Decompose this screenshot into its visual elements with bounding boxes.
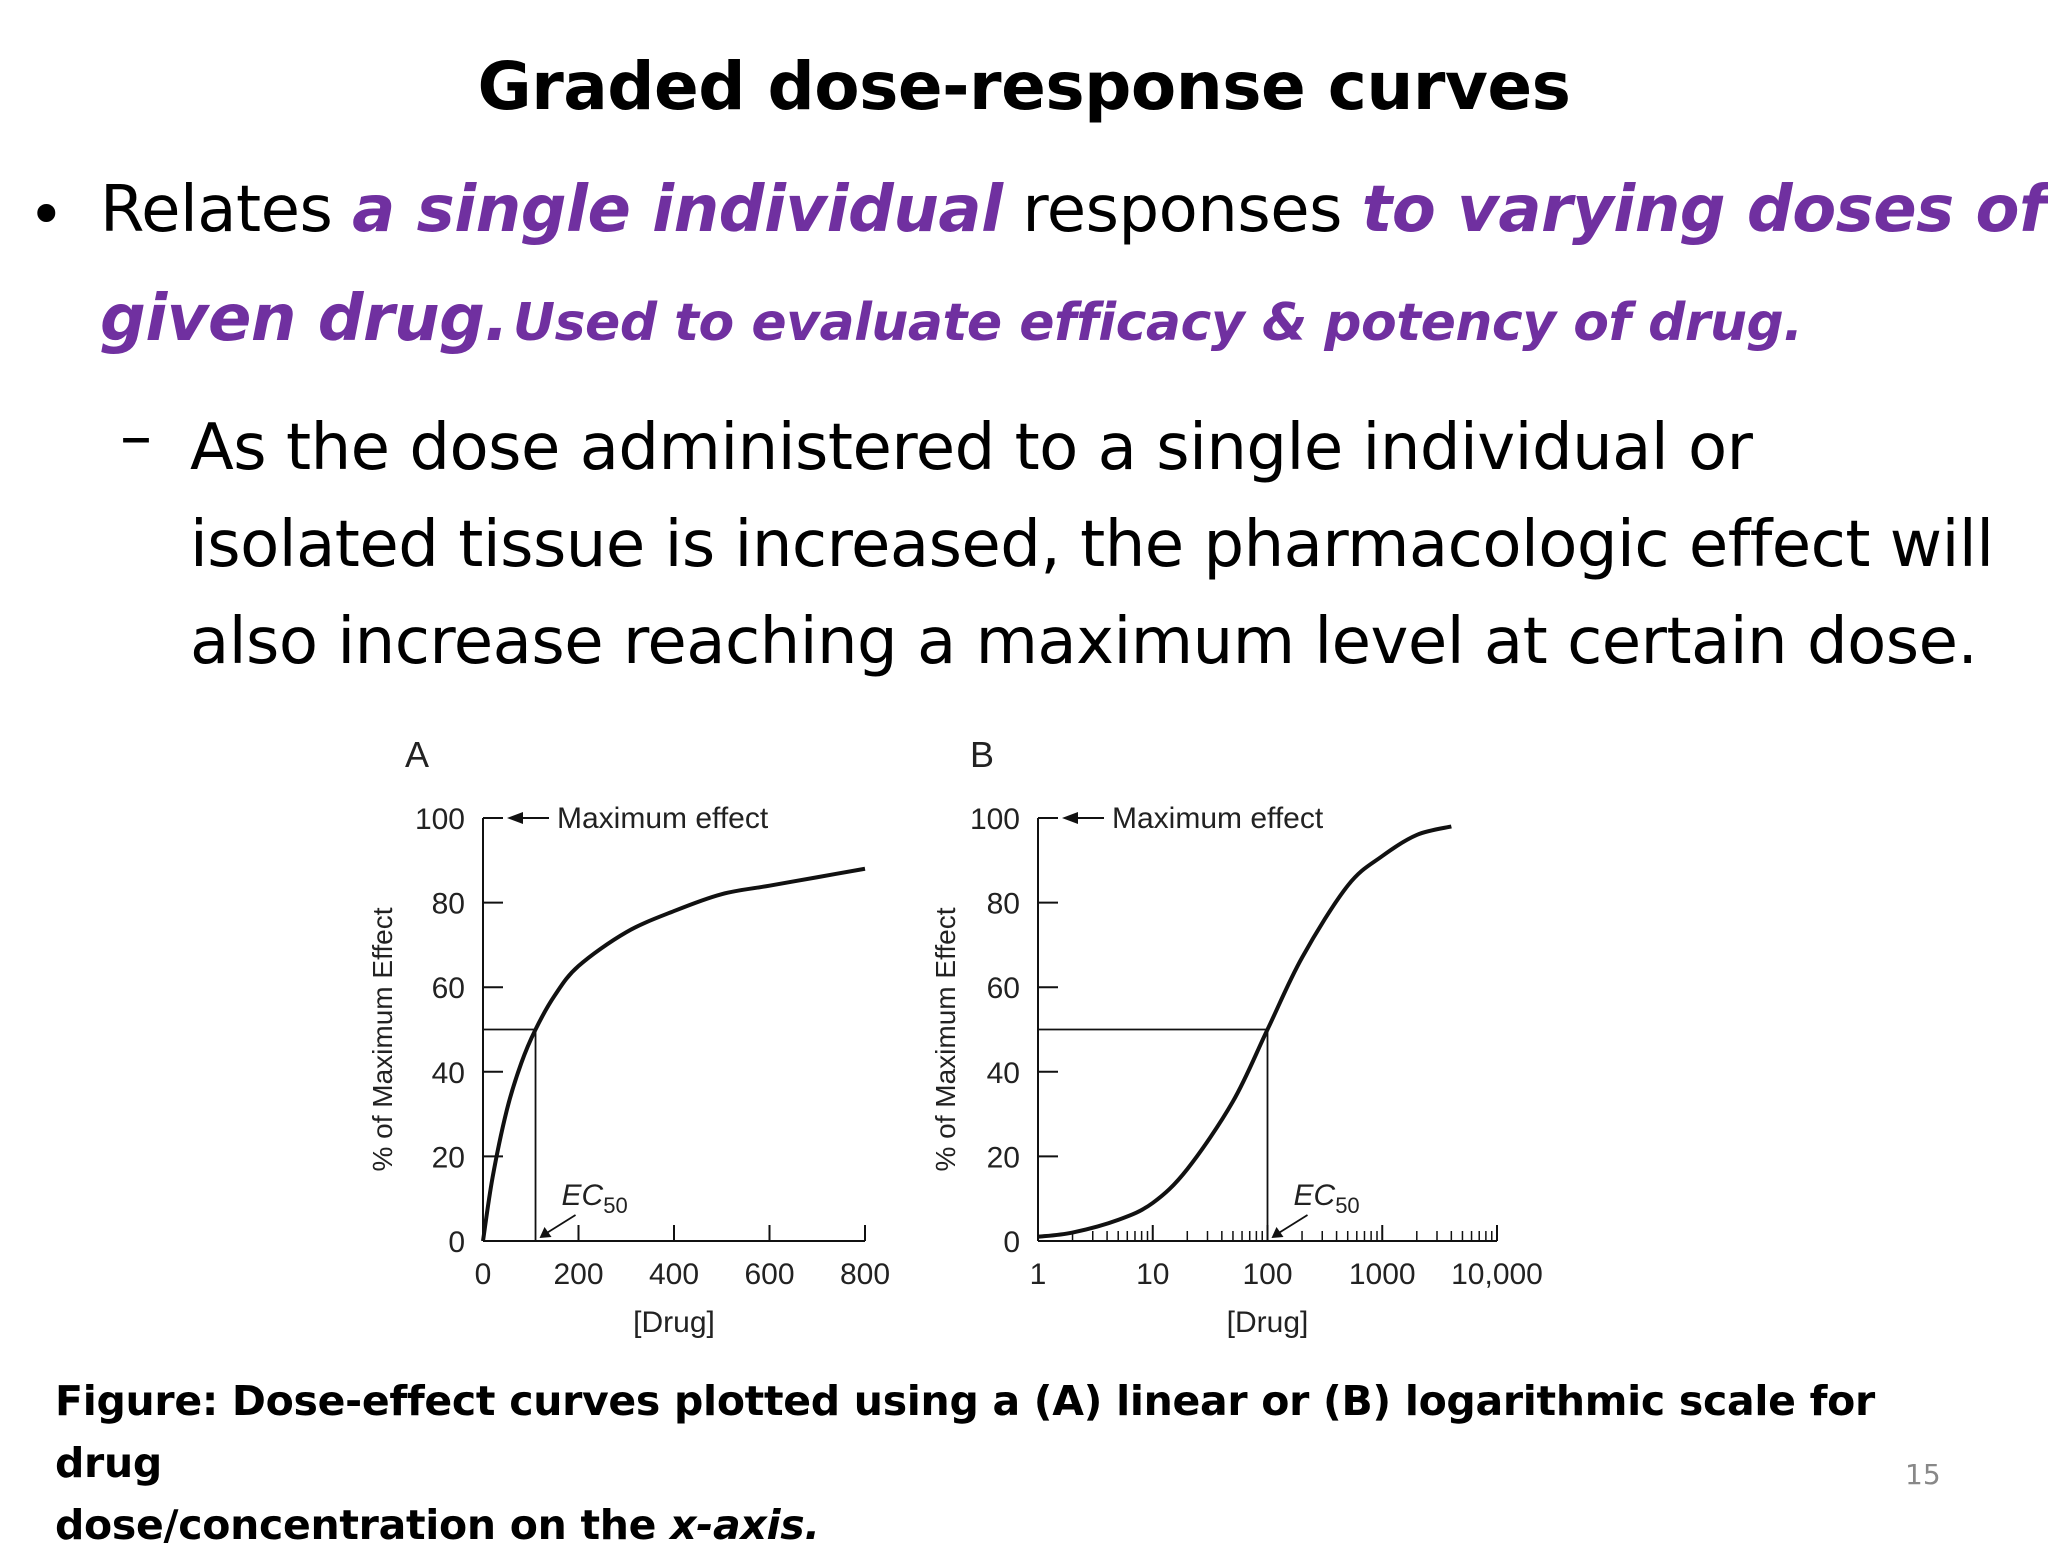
panel-a-y-tick-label: 20 bbox=[432, 1141, 465, 1174]
panel-a-label: A bbox=[405, 734, 429, 775]
panel-b-y-tick-label: 100 bbox=[970, 803, 1020, 836]
panel-a-x-tick-label: 600 bbox=[744, 1258, 794, 1291]
panel-b-x-tick-label: 10 bbox=[1136, 1258, 1169, 1291]
sub-bullet-dash: – bbox=[120, 400, 152, 474]
panel-a-x-tick-label: 400 bbox=[649, 1258, 699, 1291]
caption-line-1: Figure: Dose-effect curves plotted using… bbox=[55, 1377, 1875, 1487]
panel-b-dose-response-curve bbox=[1037, 824, 1452, 1239]
sub-bullet-line: isolated tissue is increased, the pharma… bbox=[190, 508, 1994, 582]
panel-b-x-tick-label: 10,000 bbox=[1451, 1258, 1543, 1291]
bullet-emphasis-3: given drug. bbox=[100, 282, 509, 356]
panel-a-y-tick-label: 100 bbox=[415, 803, 465, 836]
panel-b-x-axis-label: [Drug] bbox=[1227, 1306, 1309, 1339]
panel-a-y-tick-label: 60 bbox=[432, 972, 465, 1005]
panel-b-max-effect-label: Maximum effect bbox=[1112, 802, 1324, 835]
panel-b-x-tick-label: 1 bbox=[1030, 1258, 1047, 1291]
bullet-text-plain-2: responses bbox=[1002, 173, 1362, 247]
panel-b-y-axis-label: % of Maximum Effect bbox=[930, 907, 961, 1171]
bullet-emphasis-4: Used to evaluate efficacy & potency of d… bbox=[512, 293, 1803, 353]
panel-b-y-tick-label: 0 bbox=[1003, 1226, 1020, 1259]
panel-a-x-axis-label: [Drug] bbox=[633, 1306, 715, 1339]
panel-b-y-tick-label: 80 bbox=[987, 888, 1020, 921]
page-number: 15 bbox=[1905, 1458, 1941, 1491]
sub-bullet-line: As the dose administered to a single ind… bbox=[190, 411, 1753, 485]
bullet-emphasis-1: a single individual bbox=[352, 173, 1003, 247]
sub-bullet-text: As the dose administered to a single ind… bbox=[190, 400, 2040, 691]
panel-a-ec50-subscript: 50 bbox=[603, 1193, 627, 1218]
panel-b-label: B bbox=[970, 734, 994, 775]
panel-b-ec50-arrow bbox=[1275, 1214, 1308, 1236]
caption-text: dose/concentration on the bbox=[55, 1501, 671, 1549]
panel-a-ec50-label: EC50 bbox=[562, 1179, 628, 1218]
panel-b-y-tick-label: 40 bbox=[987, 1057, 1020, 1090]
panel-a-y-axis-label: % of Maximum Effect bbox=[367, 907, 398, 1171]
panel-b-y-tick-label: 20 bbox=[987, 1141, 1020, 1174]
panel-a-x-tick-label: 800 bbox=[840, 1258, 890, 1291]
bullet-marker: • bbox=[28, 178, 65, 251]
panel-a-dose-response-curve bbox=[481, 866, 866, 1242]
panel-b-x-tick-label: 100 bbox=[1242, 1258, 1292, 1291]
panel-a-max-effect-label: Maximum effect bbox=[557, 802, 769, 835]
caption-axis-term: x-axis. bbox=[670, 1501, 820, 1549]
panel-a-ec50-arrowhead bbox=[539, 1227, 552, 1238]
panel-b-max-effect-arrowhead bbox=[1062, 812, 1078, 824]
panel-a-ec50-guide bbox=[483, 1028, 537, 1241]
panel-a-y-tick-label: 40 bbox=[432, 1057, 465, 1090]
panel-b-ec50-guide bbox=[1038, 1028, 1269, 1241]
panel-a-x-tick-label: 200 bbox=[553, 1258, 603, 1291]
panel-b-ec50-label: EC50 bbox=[1294, 1179, 1360, 1218]
panel-a-y-tick-label: 80 bbox=[432, 888, 465, 921]
bullet-text-line-2: given drug. Used to evaluate efficacy & … bbox=[100, 282, 1803, 356]
panel-a-ec50-arrow bbox=[543, 1214, 577, 1236]
panel-b-y-tick-label: 60 bbox=[987, 972, 1020, 1005]
panel-a-max-effect-arrowhead bbox=[507, 812, 523, 824]
panel-b-ec50-arrowhead bbox=[1271, 1227, 1284, 1238]
sub-bullet-line: also increase reaching a maximum level a… bbox=[190, 605, 1978, 679]
bullet-text-line-1: Relates a single individual responses to… bbox=[100, 173, 2048, 247]
panel-a-x-tick-label: 0 bbox=[475, 1258, 492, 1291]
panel-a-y-tick-label: 0 bbox=[448, 1226, 465, 1259]
bullet-text-plain-1: Relates bbox=[100, 173, 353, 247]
figure-caption: Figure: Dose-effect curves plotted using… bbox=[55, 1370, 1955, 1556]
slide-title: Graded dose-response curves bbox=[477, 48, 1571, 125]
panel-b-ec50-subscript: 50 bbox=[1335, 1193, 1359, 1218]
panel-b-x-tick-label: 1000 bbox=[1349, 1258, 1416, 1291]
bullet-emphasis-2: to varying doses of a bbox=[1361, 173, 2048, 247]
